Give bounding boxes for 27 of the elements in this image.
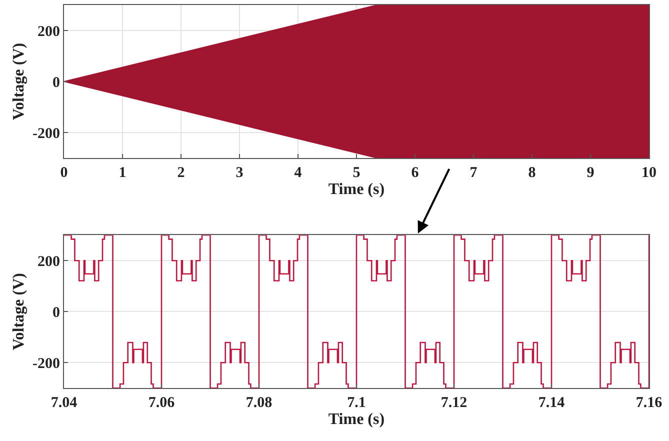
x-tick-label: 9 bbox=[586, 165, 594, 181]
x-tick-label: 7.1 bbox=[347, 395, 366, 412]
x-tick-label: 7.16 bbox=[636, 395, 663, 412]
y-tick-label: 200 bbox=[38, 254, 60, 270]
y-tick-label: -200 bbox=[32, 126, 60, 142]
y-tick-label: 200 bbox=[38, 24, 60, 40]
y-axis-title: Voltage (V) bbox=[10, 42, 28, 120]
x-tick-label: 2 bbox=[177, 165, 185, 181]
x-tick-label: 10 bbox=[642, 165, 656, 181]
y-tick-label: 0 bbox=[52, 304, 60, 321]
y-axis-title: Voltage (V) bbox=[10, 273, 28, 350]
x-tick-label: 7.08 bbox=[246, 395, 272, 412]
x-tick-label: 1 bbox=[118, 165, 126, 181]
x-axis-title: Time (s) bbox=[328, 181, 385, 198]
x-tick-label: 8 bbox=[528, 165, 536, 181]
y-tick-label: 0 bbox=[52, 74, 60, 91]
x-tick-label: 7.14 bbox=[538, 395, 566, 412]
y-tick-label: -200 bbox=[32, 356, 60, 372]
x-tick-label: 6 bbox=[411, 165, 420, 181]
x-tick-label: 4 bbox=[294, 165, 302, 181]
x-tick-label: 5 bbox=[352, 165, 360, 181]
x-axis-title: Time (s) bbox=[328, 411, 385, 428]
x-tick-label: 7.06 bbox=[148, 395, 176, 412]
x-tick-label: 7.12 bbox=[440, 395, 468, 412]
x-tick-label: 7 bbox=[470, 165, 478, 181]
x-tick-label: 3 bbox=[236, 165, 244, 181]
x-tick-label: 7.04 bbox=[50, 395, 78, 412]
